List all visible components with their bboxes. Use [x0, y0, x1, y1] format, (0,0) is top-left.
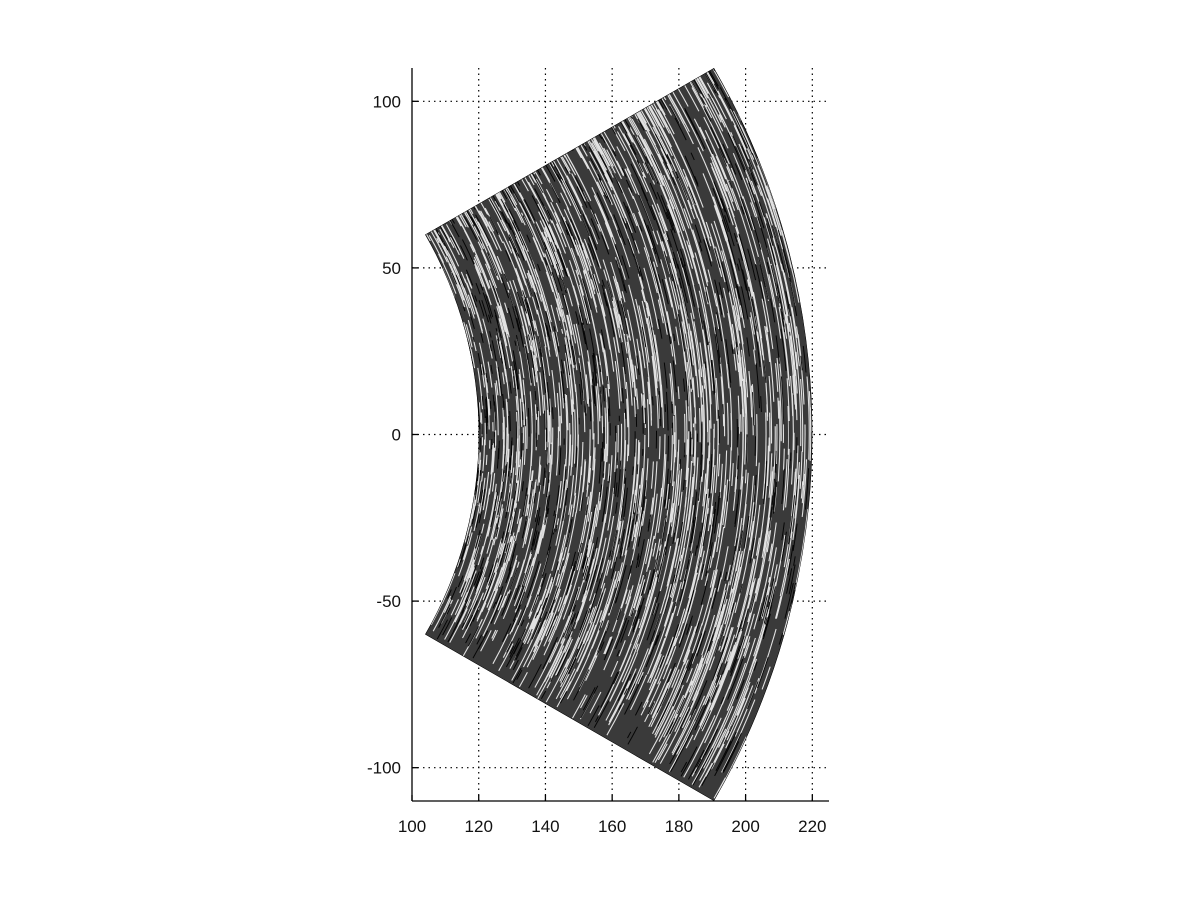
x-tick-label: 140 — [531, 817, 559, 836]
x-tick-label: 180 — [665, 817, 693, 836]
sector-dark-streaks — [434, 68, 810, 786]
y-tick-label: 50 — [382, 259, 401, 278]
y-ticks: 100 50 0 -50 -100 — [367, 92, 418, 778]
y-tick-label: 100 — [373, 92, 401, 111]
x-ticks: 100 120 140 160 180 200 220 — [398, 795, 827, 836]
x-tick-label: 120 — [465, 817, 493, 836]
x-tick-label: 100 — [398, 817, 426, 836]
x-tick-label: 160 — [598, 817, 626, 836]
sector-plot — [425, 68, 813, 801]
x-tick-label: 220 — [798, 817, 826, 836]
y-tick-label: 0 — [392, 426, 401, 445]
x-tick-label: 200 — [731, 817, 759, 836]
y-tick-label: -100 — [367, 759, 401, 778]
y-tick-label: -50 — [376, 592, 401, 611]
